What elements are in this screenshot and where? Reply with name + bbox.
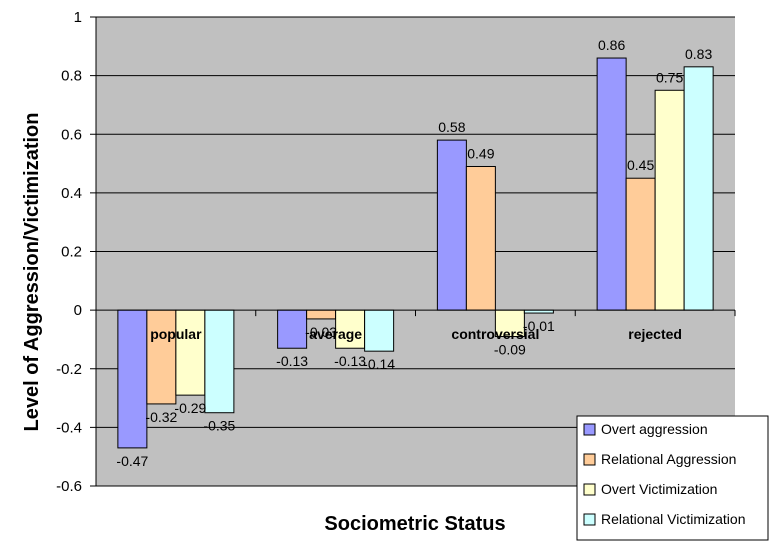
- data-label: -0.47: [116, 453, 148, 469]
- bar-overt-aggression-controversial: [436, 139, 467, 311]
- data-label: -0.13: [334, 353, 366, 369]
- legend-label: Relational Aggression: [601, 451, 736, 467]
- legend-swatch: [583, 423, 596, 436]
- bars: [117, 57, 714, 449]
- category-label-average: average: [309, 326, 362, 342]
- bar-overt-aggression-average: [277, 309, 308, 349]
- category-label-rejected: rejected: [628, 326, 682, 342]
- category-label-popular: popular: [150, 326, 202, 342]
- data-label: -0.32: [145, 409, 177, 425]
- data-label: -0.29: [174, 400, 206, 416]
- y-tick-label: 0.2: [61, 244, 82, 261]
- y-tick-labels: 1 0.8 0.6 0.4 0.2 0 -0.2 -0.4 -0.6: [56, 9, 82, 495]
- bar-overt-victimization-rejected: [654, 89, 685, 311]
- bar-relational-aggression-average: [306, 309, 337, 320]
- data-label: -0.01: [523, 318, 555, 334]
- bar-relational-victimization-popular: [204, 309, 235, 414]
- data-label: -0.03: [305, 324, 337, 340]
- axes: [90, 16, 736, 487]
- data-label: 0.58: [438, 119, 465, 135]
- bar-overt-victimization-popular: [175, 309, 206, 396]
- y-tick-label: 0: [74, 302, 82, 319]
- data-label: 0.83: [685, 46, 712, 62]
- category-label-controversial: controversial: [451, 326, 539, 342]
- data-label: -0.09: [494, 342, 526, 358]
- data-label: 0.49: [467, 145, 494, 161]
- data-labels: -0.47-0.32-0.29-0.35-0.13-0.03-0.13-0.14…: [116, 37, 712, 469]
- data-label: -0.14: [363, 356, 395, 372]
- legend-box: [576, 415, 769, 541]
- bar-overt-aggression-popular: [117, 309, 148, 449]
- y-tick-label: -0.4: [56, 419, 82, 436]
- legend-swatch: [583, 513, 596, 526]
- y-tick-label: -0.2: [56, 361, 82, 378]
- legend-label: Overt aggression: [601, 421, 708, 437]
- data-label: 0.86: [598, 37, 625, 53]
- bar-overt-aggression-rejected: [596, 57, 627, 311]
- data-label: 0.45: [627, 157, 654, 173]
- y-tick-label: 1: [74, 9, 82, 26]
- bar-relational-aggression-popular: [146, 309, 177, 405]
- bar-relational-victimization-rejected: [683, 66, 714, 311]
- data-label: 0.75: [656, 69, 683, 85]
- data-label: -0.13: [276, 353, 308, 369]
- legend-label: Relational Victimization: [601, 511, 745, 527]
- legend: Overt aggression Relational Aggression Ove…: [576, 415, 769, 541]
- y-axis-title: Level of Aggression/Victimization: [21, 113, 43, 432]
- legend-swatch: [583, 483, 596, 496]
- data-label: -0.35: [203, 418, 235, 434]
- x-axis-title: Sociometric Status: [324, 513, 505, 535]
- category-labels: popular average controversial rejected: [150, 326, 682, 342]
- y-tick-label: 0.8: [61, 68, 82, 85]
- y-tick-label: 0.4: [61, 185, 82, 202]
- bar-relational-aggression-rejected: [625, 177, 656, 311]
- y-tick-label: -0.6: [56, 478, 82, 495]
- y-tick-label: 0.6: [61, 126, 82, 143]
- legend-swatch: [583, 453, 596, 466]
- bar-relational-aggression-controversial: [465, 165, 496, 311]
- bar-relational-victimization-average: [364, 309, 395, 352]
- legend-label: Overt Victimization: [601, 481, 717, 497]
